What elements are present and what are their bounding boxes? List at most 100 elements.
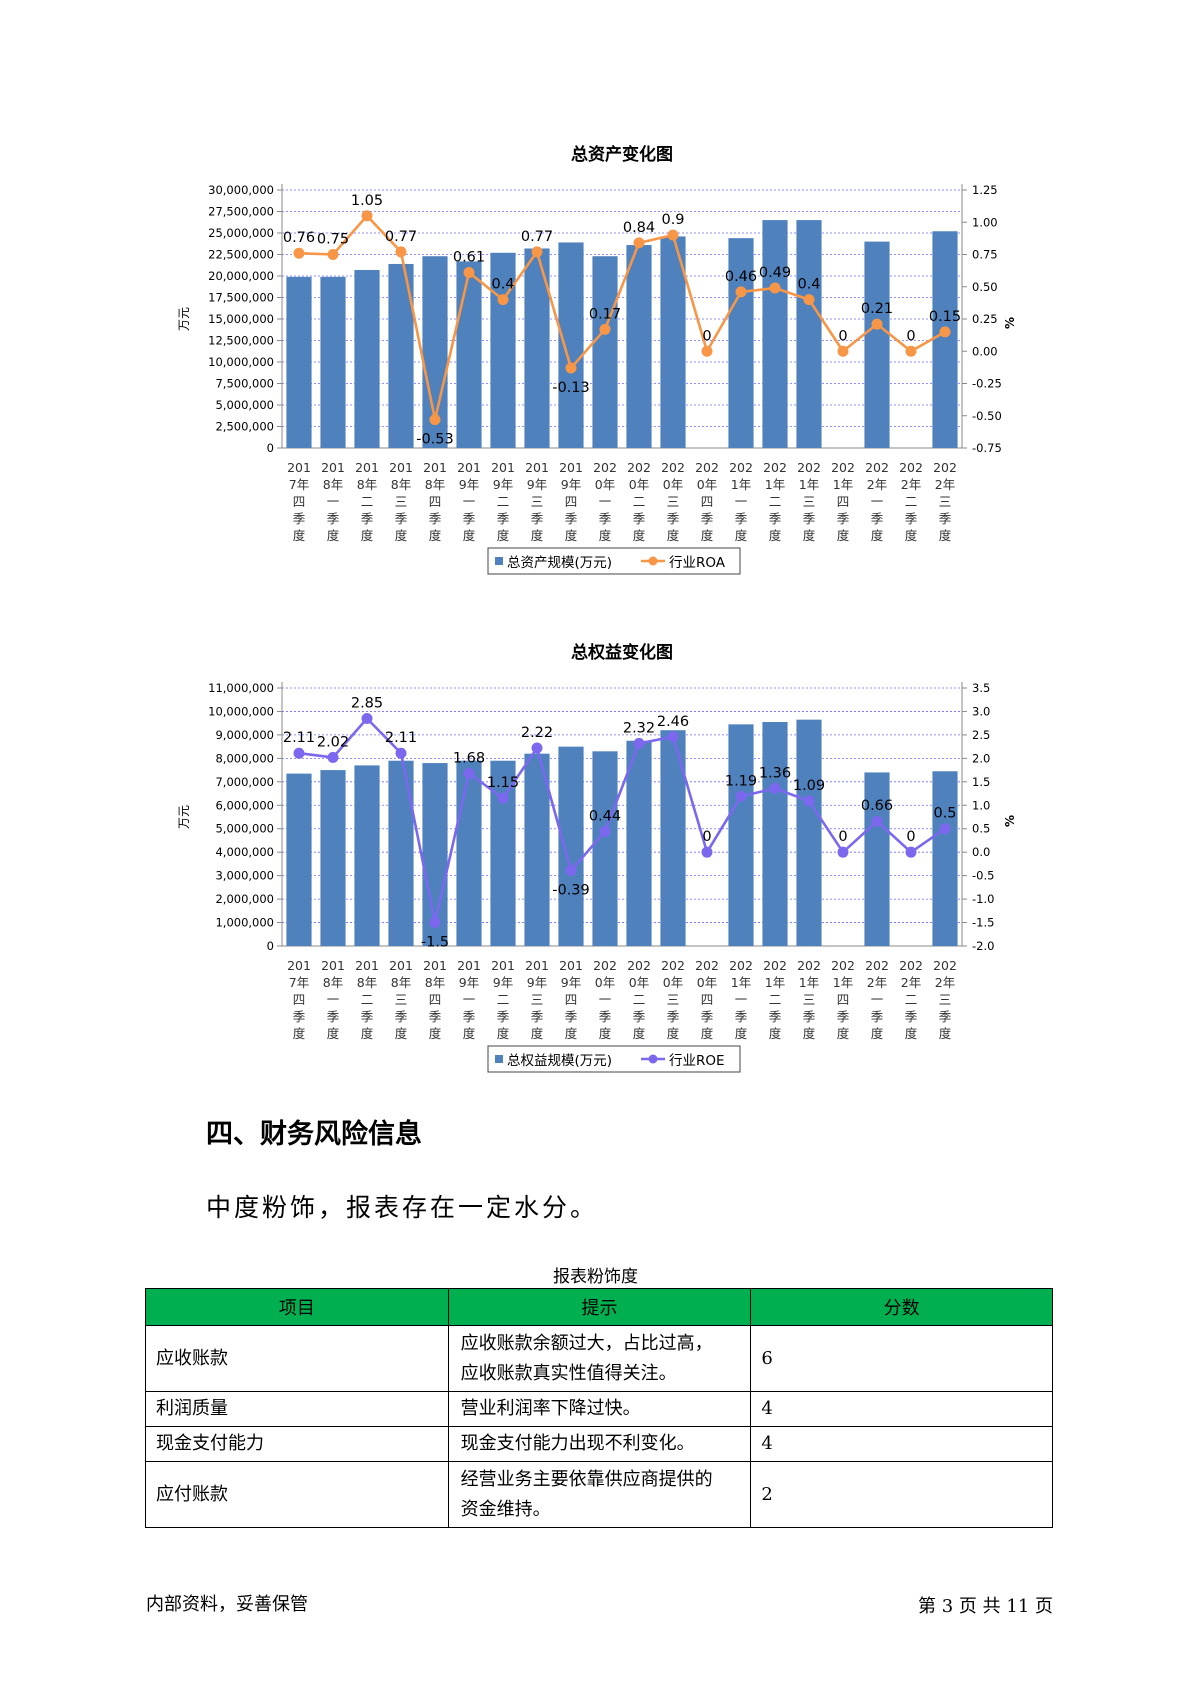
chart2-x-tick-label: 1年	[799, 975, 819, 990]
chart2-bar	[524, 753, 550, 946]
chart1-left-axis-label: 万元	[177, 307, 191, 331]
chart1-x-tick-label: 季	[463, 511, 476, 526]
chart2-data-label: 2.11	[385, 730, 417, 746]
chart1-bar	[592, 256, 618, 448]
row-item: 利润质量	[145, 1391, 449, 1427]
chart2-x-tick-label: 二	[905, 992, 918, 1007]
chart1-x-tick-label: 8年	[391, 477, 411, 492]
chart1-data-label: 0.4	[491, 277, 514, 293]
chart2-right-tick-label: -2.0	[972, 939, 994, 953]
chart2-bar	[864, 772, 890, 946]
chart1-bar	[728, 238, 754, 448]
chart2-line-point	[905, 846, 917, 858]
chart1-data-label: -0.13	[552, 380, 590, 396]
chart2-x-tick-label: 202	[661, 958, 685, 973]
chart1-x-tick-label: 度	[293, 528, 306, 543]
chart1-x-tick-label: 度	[497, 528, 510, 543]
chart2-x-tick-label: 202	[899, 958, 923, 973]
chart2-data-label: -0.39	[552, 882, 590, 898]
chart1-left-tick-label: 30,000,000	[208, 183, 274, 197]
chart1-x-tick-label: 度	[667, 528, 680, 543]
chart1-x-tick-label: 三	[803, 494, 816, 509]
chart2-left-tick-label: 8,000,000	[215, 751, 274, 765]
chart2-x-tick-label: 8年	[323, 975, 343, 990]
footer-page-number: 第 3 页 共 11 页	[918, 1596, 1053, 1617]
chart1-x-tick-label: 度	[599, 528, 612, 543]
row-hint: 经营业务主要依靠供应商提供的 资金维持。	[447, 1461, 752, 1528]
chart1-x-tick-label: 度	[327, 528, 340, 543]
chart1-bar	[864, 241, 890, 448]
chart2-left-tick-label: 6,000,000	[215, 798, 274, 812]
header-score: 分数	[750, 1288, 1053, 1326]
chart2-x-tick-label: 季	[429, 1009, 442, 1024]
chart2-line-point	[599, 826, 611, 838]
chart2-x-tick-label: 三	[667, 992, 680, 1007]
chart2-left-axis-label: 万元	[177, 805, 191, 829]
chart2-x-tick-label: 二	[497, 992, 510, 1007]
chart1-line-point	[803, 294, 815, 306]
chart2-x-tick-label: 1年	[765, 975, 785, 990]
chart2-x-tick-label: 0年	[697, 975, 717, 990]
chart1-left-tick-label: 0	[267, 441, 274, 455]
chart1-x-tick-label: 度	[905, 528, 918, 543]
chart2-left-tick-label: 3,000,000	[215, 869, 274, 883]
chart1-x-tick-label: 季	[429, 511, 442, 526]
chart2-line-point	[633, 737, 645, 749]
chart1-line-point	[531, 246, 543, 258]
chart1-bar	[660, 236, 686, 448]
chart2-data-label: 0.66	[861, 798, 893, 814]
chart2-x-tick-label: 202	[593, 958, 617, 973]
chart2-x-tick-label: 季	[837, 1009, 850, 1024]
chart2-line-point	[803, 795, 815, 807]
chart1-data-label: 0.4	[797, 277, 820, 293]
chart1-line-point	[463, 267, 475, 279]
chart2-data-label: -1.5	[421, 935, 449, 951]
chart2-line-point	[531, 742, 543, 754]
chart1-x-tick-label: 度	[701, 528, 714, 543]
chart1-x-tick-label: 季	[701, 511, 714, 526]
table-caption: 报表粉饰度	[553, 1267, 638, 1287]
chart2-x-tick-label: 201	[287, 958, 311, 973]
chart2-x-tick-label: 度	[769, 1026, 782, 1041]
chart1-x-tick-label: 季	[803, 511, 816, 526]
chart1-x-tick-label: 度	[463, 528, 476, 543]
chart2-x-tick-label: 度	[361, 1026, 374, 1041]
chart1-line-point	[837, 345, 849, 357]
chart2-x-tick-label: 度	[905, 1026, 918, 1041]
chart1-x-tick-label: 四	[293, 494, 306, 509]
chart2-x-tick-label: 季	[497, 1009, 510, 1024]
chart1-right-tick-label: 0.75	[972, 248, 998, 262]
chart1-left-tick-label: 5,000,000	[215, 398, 274, 412]
table-row: 现金支付能力 现金支付能力出现不利变化。 4	[145, 1426, 1053, 1462]
chart2-x-tick-label: 9年	[561, 975, 581, 990]
chart2-bar	[796, 719, 822, 946]
hint-line: 营业利润率下降过快。	[460, 1398, 641, 1419]
chart2-line-point	[769, 782, 781, 794]
chart1-x-tick-label: 季	[395, 511, 408, 526]
chart2-x-tick-label: 四	[293, 992, 306, 1007]
chart1-x-tick-label: 8年	[323, 477, 343, 492]
chart1-x-tick-label: 四	[429, 494, 442, 509]
chart1-x-tick-label: 季	[871, 511, 884, 526]
chart1-line-point	[497, 294, 509, 306]
chart2-data-label: 1.15	[487, 775, 519, 791]
table-row: 应收账款 应收账款余额过大，占比过高， 应收账款真实性值得关注。 6	[145, 1325, 1053, 1392]
chart1-left-tick-label: 20,000,000	[208, 269, 274, 283]
chart2-right-tick-label: -1.5	[972, 916, 994, 930]
chart1-x-tick-label: 202	[865, 460, 889, 475]
chart2-x-tick-label: 202	[627, 958, 651, 973]
chart2-right-tick-label: 1.5	[972, 775, 990, 789]
chart2-data-label: 2.46	[657, 714, 689, 730]
chart1-x-tick-label: 9年	[561, 477, 581, 492]
chart2-x-tick-label: 202	[797, 958, 821, 973]
chart2-x-tick-label: 季	[803, 1009, 816, 1024]
chart2-right-tick-label: 3.5	[972, 681, 990, 695]
chart1-right-tick-label: 0.50	[972, 280, 998, 294]
chart1-x-tick-label: 202	[661, 460, 685, 475]
chart1-x-tick-label: 三	[531, 494, 544, 509]
chart2-x-tick-label: 度	[735, 1026, 748, 1041]
chart1-left-tick-label: 12,500,000	[208, 334, 274, 348]
chart2-bar	[286, 773, 312, 946]
chart2-bar	[558, 746, 584, 946]
chart1-left-tick-label: 22,500,000	[208, 248, 274, 262]
